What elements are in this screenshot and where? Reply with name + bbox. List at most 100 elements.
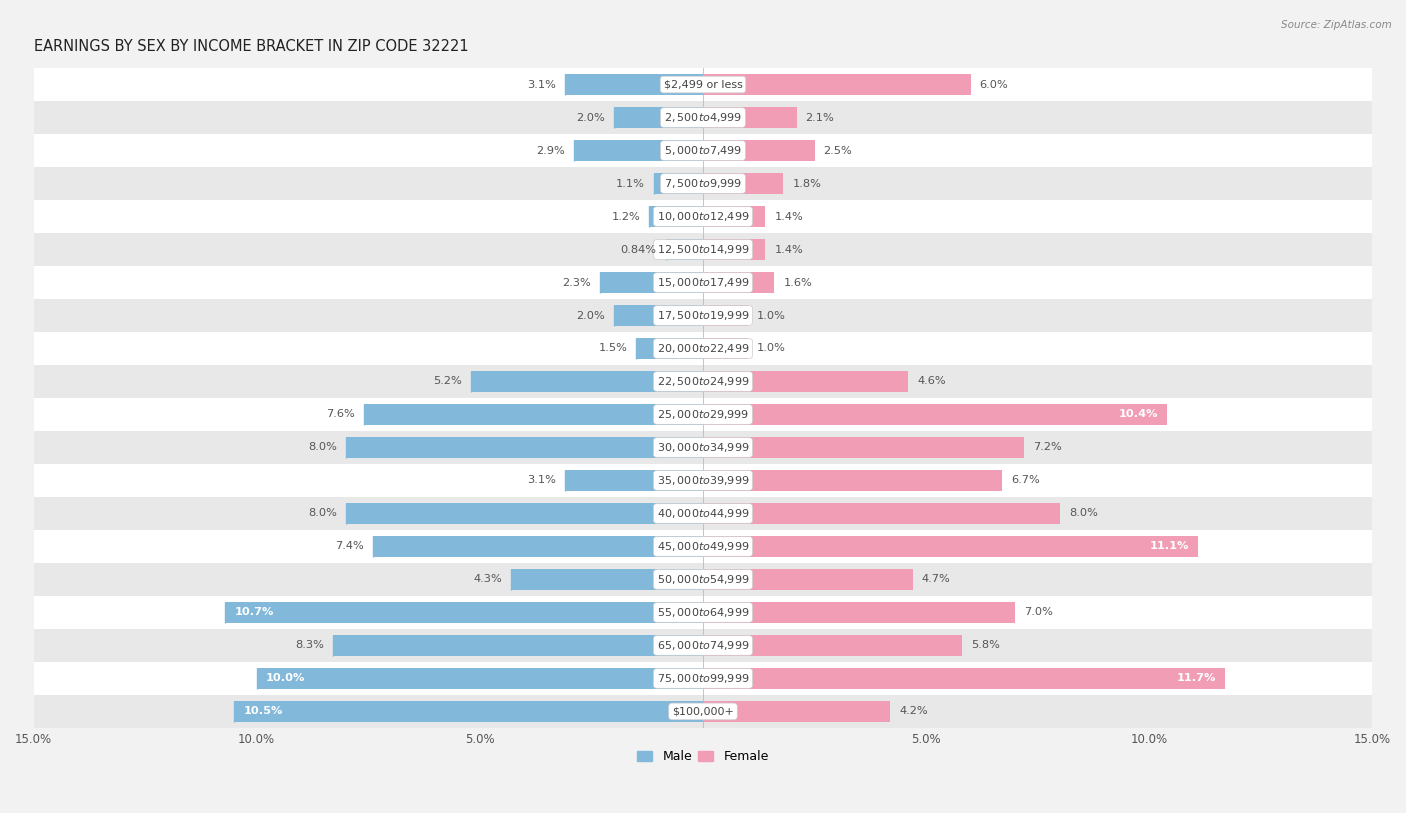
Bar [703,404,1167,424]
Text: 5.2%: 5.2% [433,376,463,386]
Bar [614,107,703,128]
Bar [34,596,1372,629]
Bar [574,141,703,161]
Text: 8.3%: 8.3% [295,641,323,650]
Text: 7.2%: 7.2% [1033,442,1062,453]
Bar [34,134,1372,167]
Bar [225,602,703,623]
Text: 2.0%: 2.0% [576,112,605,123]
Text: $45,000 to $49,999: $45,000 to $49,999 [657,540,749,553]
Text: $22,500 to $24,999: $22,500 to $24,999 [657,375,749,388]
Text: 1.1%: 1.1% [616,179,645,189]
Bar [703,503,1060,524]
Text: 2.9%: 2.9% [536,146,565,155]
Bar [703,635,962,655]
Bar [512,569,703,589]
Text: 6.7%: 6.7% [1011,476,1039,485]
Text: 7.4%: 7.4% [335,541,364,551]
Bar [703,173,783,193]
Bar [471,372,703,392]
Bar [650,207,703,227]
Bar [703,372,908,392]
Text: $40,000 to $44,999: $40,000 to $44,999 [657,507,749,520]
Bar [34,233,1372,266]
Bar [34,431,1372,464]
Text: 5.8%: 5.8% [970,641,1000,650]
Bar [34,497,1372,530]
Text: 8.0%: 8.0% [1069,508,1098,519]
Bar [636,338,703,359]
Text: $12,500 to $14,999: $12,500 to $14,999 [657,243,749,256]
Bar [703,272,775,293]
Text: 2.0%: 2.0% [576,311,605,320]
Text: 1.4%: 1.4% [775,211,803,221]
Text: 11.7%: 11.7% [1177,673,1216,684]
Bar [703,207,765,227]
Bar [34,68,1372,101]
Text: 6.0%: 6.0% [980,80,1008,89]
Text: 1.8%: 1.8% [792,179,821,189]
Text: 1.0%: 1.0% [756,311,786,320]
Text: $75,000 to $99,999: $75,000 to $99,999 [657,672,749,685]
Text: 11.1%: 11.1% [1150,541,1189,551]
Bar [34,695,1372,728]
Legend: Male, Female: Male, Female [633,745,773,767]
Text: 1.0%: 1.0% [756,344,786,354]
Text: 0.84%: 0.84% [620,245,657,254]
Text: $35,000 to $39,999: $35,000 to $39,999 [657,474,749,487]
Bar [34,530,1372,563]
Text: 3.1%: 3.1% [527,80,555,89]
Text: $10,000 to $12,499: $10,000 to $12,499 [657,210,749,223]
Bar [34,398,1372,431]
Text: 4.7%: 4.7% [922,575,950,585]
Text: $50,000 to $54,999: $50,000 to $54,999 [657,573,749,586]
Bar [600,272,703,293]
Text: $5,000 to $7,499: $5,000 to $7,499 [664,144,742,157]
Text: $25,000 to $29,999: $25,000 to $29,999 [657,408,749,421]
Text: EARNINGS BY SEX BY INCOME BRACKET IN ZIP CODE 32221: EARNINGS BY SEX BY INCOME BRACKET IN ZIP… [34,39,468,54]
Text: $100,000+: $100,000+ [672,706,734,716]
Text: 8.0%: 8.0% [308,442,337,453]
Text: $20,000 to $22,499: $20,000 to $22,499 [657,342,749,355]
Bar [703,569,912,589]
Bar [565,470,703,491]
Text: $15,000 to $17,499: $15,000 to $17,499 [657,276,749,289]
Bar [34,464,1372,497]
Text: $55,000 to $64,999: $55,000 to $64,999 [657,606,749,619]
Text: 7.0%: 7.0% [1025,607,1053,617]
Text: $17,500 to $19,999: $17,500 to $19,999 [657,309,749,322]
Text: 4.6%: 4.6% [917,376,946,386]
Bar [34,332,1372,365]
Text: 4.3%: 4.3% [474,575,502,585]
Bar [364,404,703,424]
Text: $7,500 to $9,999: $7,500 to $9,999 [664,177,742,190]
Bar [703,602,1015,623]
Bar [34,200,1372,233]
Bar [257,668,703,689]
Bar [703,701,890,722]
Bar [703,74,970,95]
Text: 1.4%: 1.4% [775,245,803,254]
Bar [703,141,814,161]
Bar [34,662,1372,695]
Bar [703,107,797,128]
Text: 1.5%: 1.5% [599,344,627,354]
Text: Source: ZipAtlas.com: Source: ZipAtlas.com [1281,20,1392,30]
Text: 10.4%: 10.4% [1119,410,1159,420]
Text: 10.7%: 10.7% [235,607,274,617]
Text: 3.1%: 3.1% [527,476,555,485]
Text: $65,000 to $74,999: $65,000 to $74,999 [657,639,749,652]
Bar [614,305,703,326]
Bar [703,437,1025,458]
Bar [373,537,703,557]
Text: 1.6%: 1.6% [783,277,813,288]
Text: 7.6%: 7.6% [326,410,354,420]
Text: 1.2%: 1.2% [612,211,641,221]
Bar [703,668,1225,689]
Bar [34,167,1372,200]
Bar [703,305,748,326]
Bar [34,299,1372,332]
Text: $2,499 or less: $2,499 or less [664,80,742,89]
Bar [333,635,703,655]
Text: 10.5%: 10.5% [243,706,283,716]
